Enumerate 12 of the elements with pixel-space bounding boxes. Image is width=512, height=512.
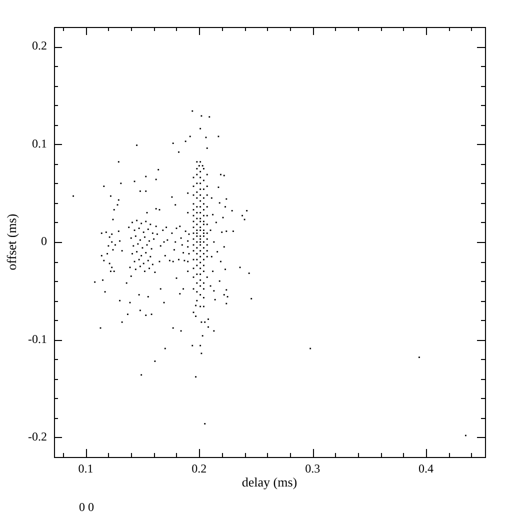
x-tick-label: 0.1 bbox=[78, 461, 94, 476]
y-tick-label: 0.1 bbox=[32, 136, 47, 150]
x-tick-label: 0.2 bbox=[192, 461, 207, 476]
y-axis-title: offset (ms) bbox=[4, 214, 20, 270]
text: 0 0 bbox=[79, 500, 94, 512]
x-tick-label: 0.3 bbox=[305, 461, 320, 476]
y-tick-label: -0.2 bbox=[28, 430, 47, 444]
y-tick-label: -0.1 bbox=[28, 332, 47, 346]
x-tick-label: 0.4 bbox=[418, 461, 434, 476]
y-tick-label: 0 bbox=[41, 234, 47, 248]
x-axis-title: delay (ms) bbox=[242, 474, 298, 490]
y-tick-label: 0.2 bbox=[32, 38, 47, 53]
